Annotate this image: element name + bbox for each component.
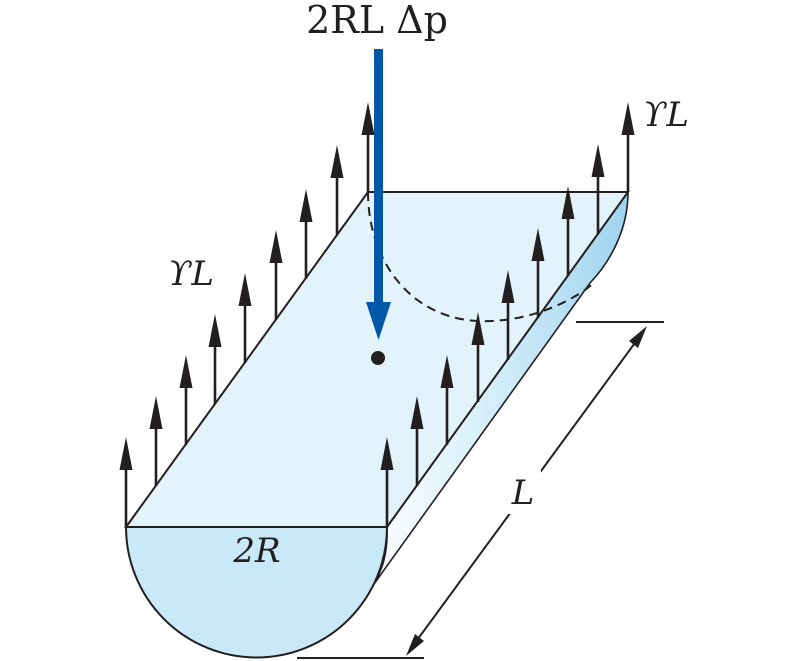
tension-arrow [179,355,193,445]
dimension-arrowhead-top [629,326,647,348]
tension-arrow [501,270,515,360]
dimension-arrowhead-bottom [406,634,424,656]
tension-arrow [238,273,252,363]
application-point [371,351,385,365]
pressure-force-arrow [366,49,391,340]
tension-arrows-left [119,102,375,527]
tension-arrow [330,145,344,235]
tension-label-right: ϒL [643,95,689,135]
tension-arrow [591,144,605,234]
tension-arrow [208,314,222,404]
tension-arrow [299,189,313,279]
tension-arrow [361,102,375,192]
tension-arrows-right [380,102,635,527]
tension-arrow [471,312,485,402]
force-label: 2RL Δp [306,0,448,42]
tension-arrow [561,186,575,276]
width-label: 2R [232,531,280,571]
front-end-cap [124,526,389,659]
tension-label-left: ϒL [168,254,214,294]
tension-arrow [410,396,424,486]
length-label: L [511,473,535,513]
tension-arrow [440,355,454,445]
tension-arrow [149,396,163,486]
tension-arrow [621,102,635,192]
tension-arrow [269,230,283,320]
hidden-back-edge [367,191,596,323]
tension-arrow [531,228,545,318]
tension-arrow [119,437,133,527]
tension-arrow [380,437,394,527]
